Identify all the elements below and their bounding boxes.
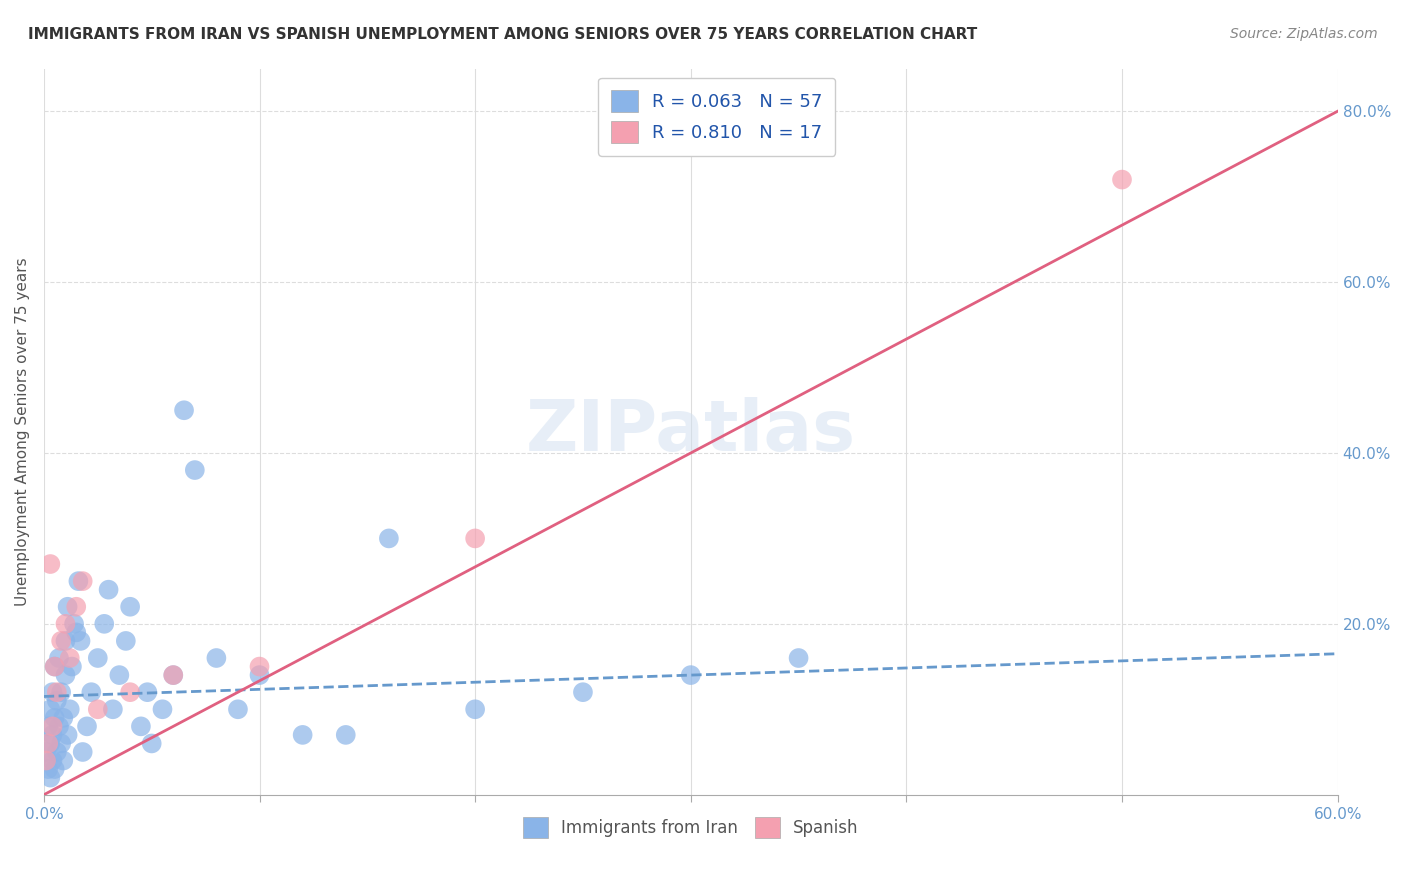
Point xyxy=(249,659,271,673)
Point xyxy=(37,736,59,750)
Point xyxy=(56,599,79,614)
Point xyxy=(55,668,77,682)
Point xyxy=(39,771,62,785)
Point xyxy=(44,659,66,673)
Point xyxy=(44,659,66,673)
Point xyxy=(291,728,314,742)
Point xyxy=(87,651,110,665)
Point xyxy=(52,754,75,768)
Point xyxy=(141,736,163,750)
Point xyxy=(39,702,62,716)
Point xyxy=(129,719,152,733)
Point xyxy=(120,599,142,614)
Point xyxy=(37,762,59,776)
Point xyxy=(378,532,401,546)
Point xyxy=(226,702,249,716)
Text: ZIPatlas: ZIPatlas xyxy=(526,397,856,467)
Text: IMMIGRANTS FROM IRAN VS SPANISH UNEMPLOYMENT AMONG SENIORS OVER 75 YEARS CORRELA: IMMIGRANTS FROM IRAN VS SPANISH UNEMPLOY… xyxy=(28,27,977,42)
Point xyxy=(49,736,72,750)
Point xyxy=(45,685,67,699)
Point xyxy=(39,736,62,750)
Point xyxy=(35,754,58,768)
Point xyxy=(41,685,63,699)
Point xyxy=(72,574,94,588)
Point xyxy=(49,685,72,699)
Point xyxy=(56,728,79,742)
Point xyxy=(76,719,98,733)
Point xyxy=(464,702,486,716)
Point xyxy=(37,719,59,733)
Point xyxy=(114,634,136,648)
Point xyxy=(41,754,63,768)
Point xyxy=(787,651,810,665)
Point xyxy=(80,685,103,699)
Point xyxy=(35,745,58,759)
Point xyxy=(1111,172,1133,186)
Point xyxy=(249,668,271,682)
Point xyxy=(162,668,184,682)
Point xyxy=(93,616,115,631)
Point xyxy=(136,685,159,699)
Point xyxy=(679,668,702,682)
Point xyxy=(162,668,184,682)
Point xyxy=(39,557,62,571)
Point xyxy=(65,625,87,640)
Y-axis label: Unemployment Among Seniors over 75 years: Unemployment Among Seniors over 75 years xyxy=(15,257,30,606)
Point xyxy=(48,719,70,733)
Point xyxy=(101,702,124,716)
Point xyxy=(335,728,357,742)
Point xyxy=(572,685,595,699)
Point xyxy=(44,711,66,725)
Point xyxy=(184,463,207,477)
Point xyxy=(464,532,486,546)
Point xyxy=(67,574,90,588)
Point xyxy=(65,599,87,614)
Point xyxy=(87,702,110,716)
Text: Source: ZipAtlas.com: Source: ZipAtlas.com xyxy=(1230,27,1378,41)
Point xyxy=(59,651,82,665)
Point xyxy=(72,745,94,759)
Point xyxy=(55,616,77,631)
Point xyxy=(41,719,63,733)
Point xyxy=(52,711,75,725)
Point xyxy=(152,702,174,716)
Point xyxy=(48,651,70,665)
Point xyxy=(205,651,228,665)
Point xyxy=(63,616,86,631)
Point xyxy=(55,634,77,648)
Point xyxy=(45,745,67,759)
Point xyxy=(60,659,83,673)
Point xyxy=(173,403,195,417)
Point xyxy=(108,668,131,682)
Legend: Immigrants from Iran, Spanish: Immigrants from Iran, Spanish xyxy=(516,811,865,845)
Point xyxy=(41,728,63,742)
Point xyxy=(45,694,67,708)
Point xyxy=(44,762,66,776)
Point xyxy=(69,634,91,648)
Point xyxy=(97,582,120,597)
Point xyxy=(49,634,72,648)
Point xyxy=(120,685,142,699)
Point xyxy=(59,702,82,716)
